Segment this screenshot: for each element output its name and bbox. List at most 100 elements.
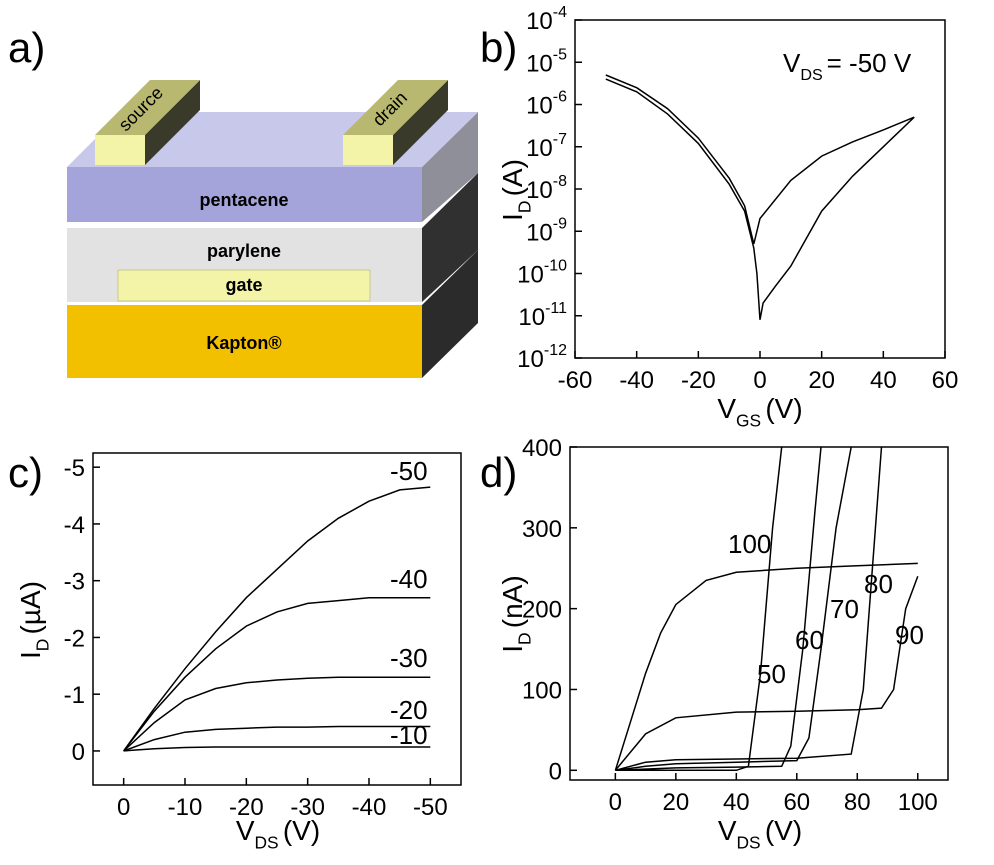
panel-label: d) <box>480 449 517 496</box>
x-tick-label: 60 <box>932 367 959 394</box>
y-axis-label-part: I <box>497 213 528 221</box>
y-tick-label: 10-11 <box>518 300 567 331</box>
drain-top <box>343 80 448 135</box>
y-axis-label: ID (µA) <box>15 581 52 659</box>
x-axis-label-part: DS <box>737 832 761 852</box>
substrate-side <box>422 250 478 378</box>
x-tick-label: -20 <box>229 794 264 821</box>
y-tick-label: 0 <box>549 758 562 785</box>
series-label: -30 <box>390 643 428 673</box>
x-tick-label: -40 <box>619 367 654 394</box>
x-axis-label-part: GS <box>736 410 761 430</box>
panel-label: a) <box>8 24 45 71</box>
x-axis-label: VDS (V) <box>236 815 320 852</box>
semiconductor-side <box>422 112 478 222</box>
x-tick-label: 0 <box>117 794 130 821</box>
x-axis-label-part: V <box>717 393 736 424</box>
panel-label: b) <box>480 24 517 71</box>
annotation-part: V <box>783 48 801 78</box>
y-tick-label: 10-9 <box>526 215 567 246</box>
y-tick-label: 10-10 <box>517 258 567 289</box>
y-tick-label: -3 <box>64 569 85 596</box>
y-tick-label: 10-6 <box>526 89 567 120</box>
data-line <box>615 446 852 772</box>
x-axis-label-part: (V) <box>765 815 802 846</box>
x-tick-label: 0 <box>609 789 622 816</box>
x-tick-label: -20 <box>681 367 716 394</box>
x-tick-label: -10 <box>168 794 203 821</box>
x-tick-label: 60 <box>783 789 810 816</box>
data-line <box>605 74 915 245</box>
x-tick-label: -60 <box>558 367 593 394</box>
data-line <box>123 725 431 752</box>
y-tick-label: 10-4 <box>526 4 567 35</box>
x-tick-label: 40 <box>723 789 750 816</box>
data-line <box>614 576 919 771</box>
y-axis-label-part: I <box>15 651 46 659</box>
x-tick-label: 20 <box>662 789 689 816</box>
substrate <box>67 305 422 378</box>
data-line <box>615 446 783 772</box>
y-axis-label-part: D <box>514 632 534 645</box>
y-tick-label: 10-8 <box>526 173 567 204</box>
y-tick-label: 300 <box>522 516 562 543</box>
x-tick-label: 100 <box>898 789 938 816</box>
source-side <box>145 80 200 165</box>
x-axis-label-part: DS <box>255 832 279 852</box>
y-axis-label-part: D <box>514 201 534 214</box>
y-tick-label: -2 <box>64 625 85 652</box>
y-tick-label: 400 <box>522 435 562 462</box>
data-line <box>605 78 915 320</box>
x-tick-label: 80 <box>844 789 871 816</box>
y-axis-label-part: (nA) <box>497 575 528 628</box>
x-axis-label-part: V <box>718 815 737 846</box>
y-axis-label-part: D <box>32 639 52 652</box>
y-tick-label: 10-12 <box>517 342 567 373</box>
x-axis-label-part: (V) <box>283 815 320 846</box>
data-line <box>615 446 883 772</box>
x-axis-label-part: V <box>236 815 255 846</box>
series-label: -10 <box>390 720 428 750</box>
series-label: -40 <box>390 564 428 594</box>
device-diagram: a) source drain pentacene parylene gate … <box>8 24 478 378</box>
x-axis-label: VDS (V) <box>718 815 802 852</box>
source-top <box>95 80 200 135</box>
x-tick-label: -50 <box>413 794 448 821</box>
semiconductor-label: pentacene <box>199 190 288 210</box>
data-line <box>123 486 431 752</box>
gate-label: gate <box>225 275 262 295</box>
chart-panel: d) 0 100 200 300 400 0 20 40 60 80 100 VDS (V) ID (nA) 1… <box>480 435 949 852</box>
x-tick-label: 0 <box>753 367 766 394</box>
x-axis-label-part: (V) <box>765 393 802 424</box>
annotation-part: DS <box>800 66 822 84</box>
x-axis-label: VGS (V) <box>717 393 802 430</box>
drain-side <box>393 80 448 165</box>
y-axis-label-part: (µA) <box>15 581 46 634</box>
series-label: 80 <box>864 569 893 599</box>
plot-frame <box>569 446 949 781</box>
substrate-label: Kapton® <box>206 333 281 353</box>
semiconductor <box>67 167 422 222</box>
annotation: VDS = -50 V <box>783 48 912 84</box>
series-label: -50 <box>390 456 428 486</box>
y-tick-label: 10-5 <box>526 46 567 77</box>
y-tick-label: 100 <box>522 677 562 704</box>
plot-frame <box>92 452 462 786</box>
x-tick-label: 40 <box>870 367 897 394</box>
data-line <box>615 446 822 772</box>
series-label: 60 <box>795 625 824 655</box>
y-axis-label: ID (A) <box>497 159 534 221</box>
drain-electrode <box>343 135 393 165</box>
panel-label: c) <box>8 449 43 496</box>
y-tick-label: 0 <box>72 739 85 766</box>
y-tick-label: -1 <box>64 682 85 709</box>
gate-electrode <box>117 269 371 302</box>
series-label: 100 <box>728 529 771 559</box>
data-line <box>123 596 431 752</box>
x-tick-label: -30 <box>290 794 325 821</box>
y-tick-label: 10-7 <box>526 131 567 162</box>
source-electrode <box>95 135 145 165</box>
